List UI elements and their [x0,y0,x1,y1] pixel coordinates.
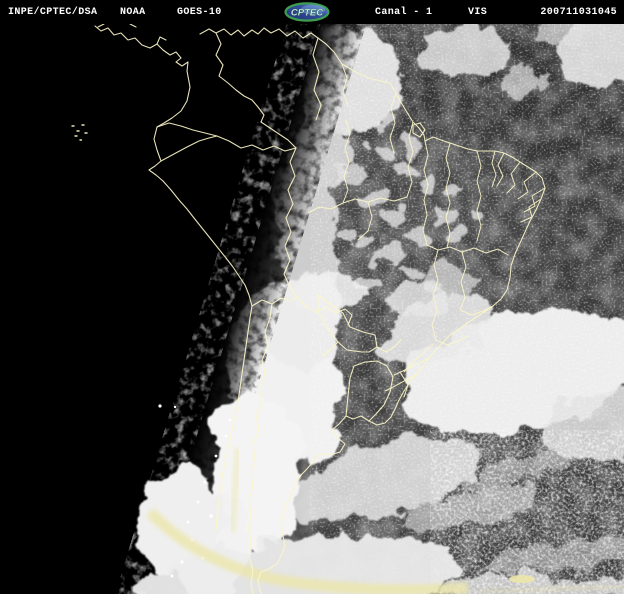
satellite-label: GOES-10 [177,7,222,18]
noaa-label: NOAA [120,7,146,18]
speckle-layer [310,24,624,594]
state-borders-brazil [307,63,546,392]
sun-glint-arc [146,447,624,594]
cptec-logo-text: CPTEC [291,8,323,19]
coastline-central-america [94,23,191,128]
channel-type-label: VIS [468,7,488,18]
coastline-venezuela [199,27,343,149]
header-bar: INPE/CPTEC/DSA NOAA GOES-10 CPTEC Canal … [0,0,624,24]
coastline-brazil [341,63,546,426]
borders-uruguay [345,360,409,422]
day-region [80,10,624,594]
map-borders-overlay [71,23,546,594]
coastline-ecuador [148,122,218,182]
channel-label: Canal - 1 [375,7,433,18]
cptec-logo: CPTEC [284,2,330,22]
timestamp-label: 200711031045 [540,7,617,18]
borders-paraguay-argentina [247,294,402,594]
borders-amazon [216,135,353,326]
agency-label: INPE/CPTEC/DSA [8,7,98,18]
galapagos-dots [71,124,88,141]
coastline-peru-chile [162,180,253,531]
